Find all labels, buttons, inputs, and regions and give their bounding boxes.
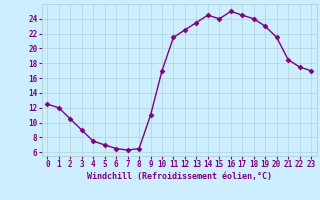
X-axis label: Windchill (Refroidissement éolien,°C): Windchill (Refroidissement éolien,°C)	[87, 172, 272, 181]
